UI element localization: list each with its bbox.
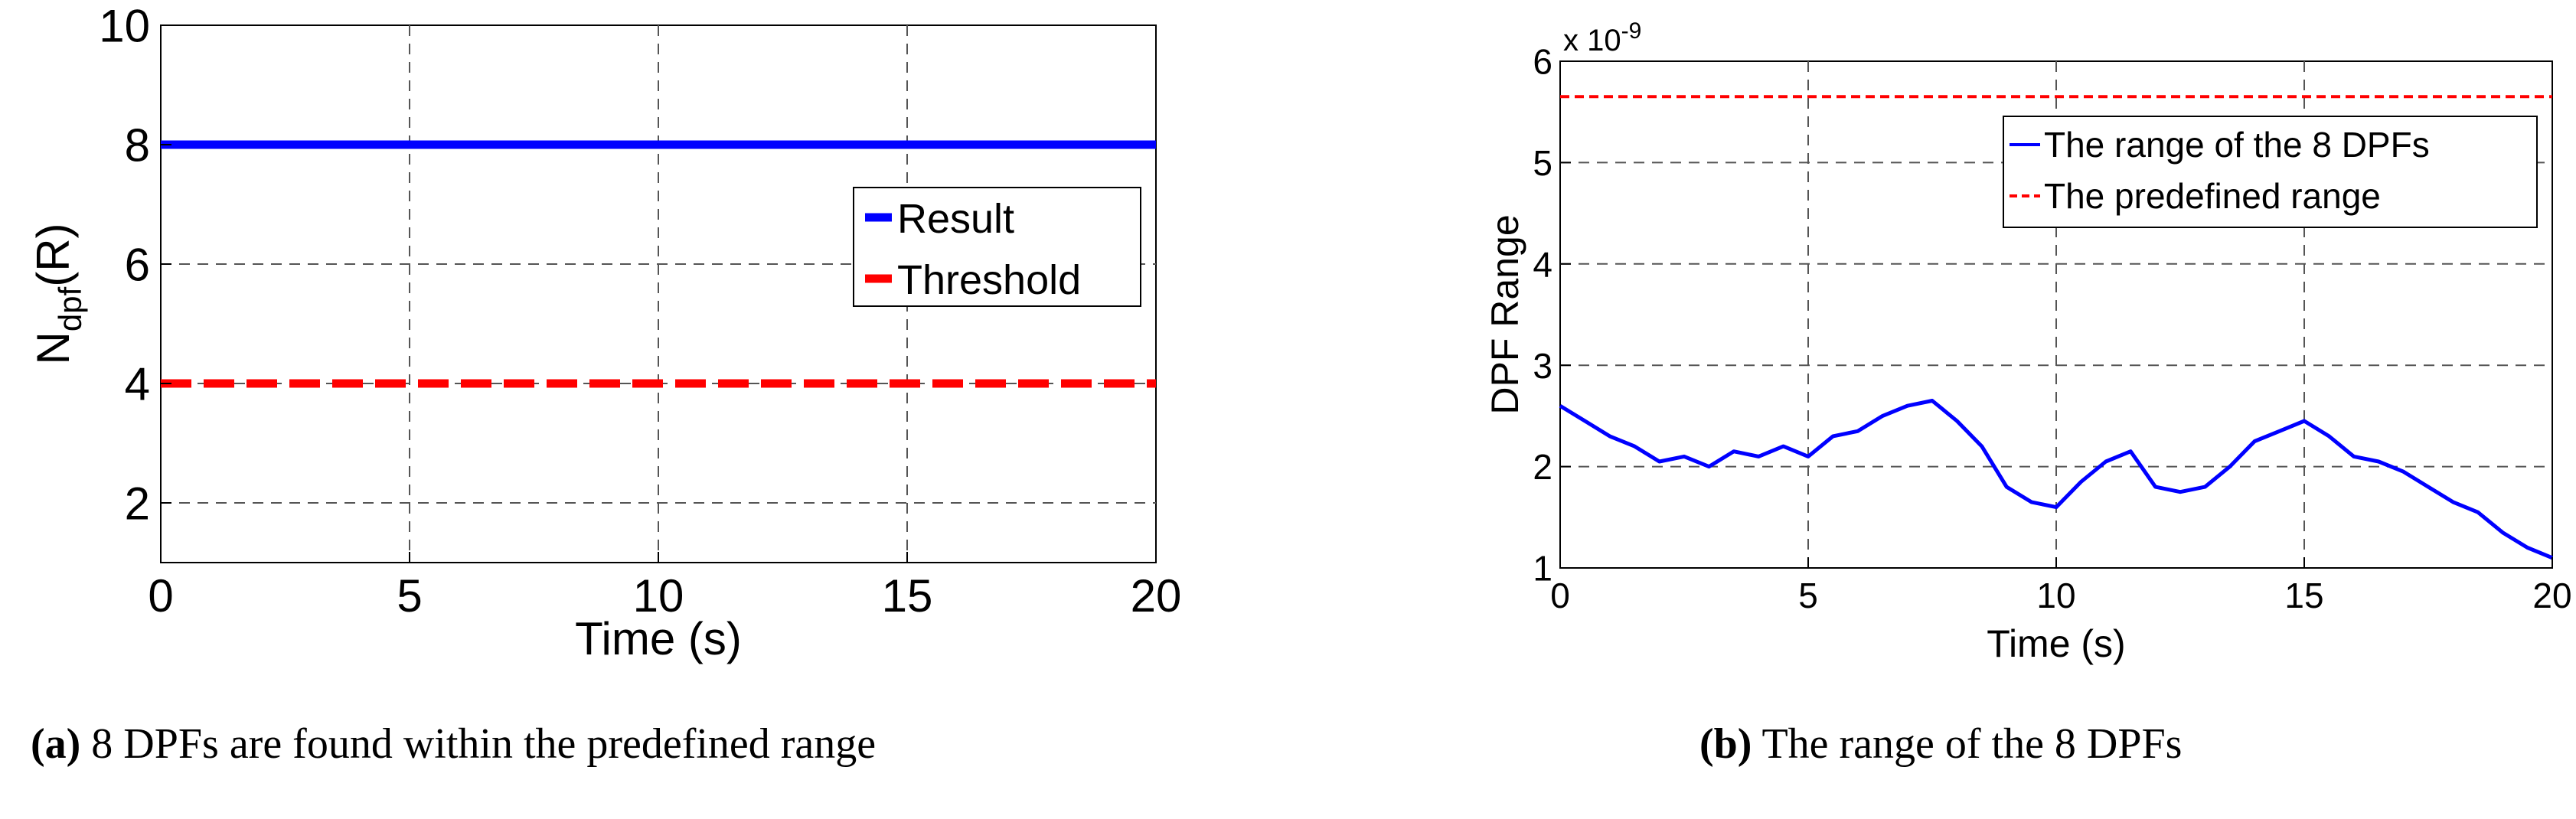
caption-b: (b) The range of the 8 DPFs bbox=[1699, 719, 2182, 781]
chart-b-exponent-power: -9 bbox=[1621, 18, 1642, 44]
chart-b-x-ticks: 0 5 10 15 20 bbox=[1550, 557, 2572, 615]
chart-b-legend-label-predefined: The predefined range bbox=[2044, 176, 2381, 216]
chart-a-y-axis-label: Ndpf(R) bbox=[28, 223, 88, 364]
chart-b-exponent: x 10-9 bbox=[1563, 18, 1641, 57]
b-x-tick-label: 0 bbox=[1550, 576, 1570, 615]
chart-b-y-axis-label: DPF Range bbox=[1484, 214, 1526, 414]
chart-a-legend-box bbox=[853, 187, 1141, 307]
chart-a-legend-label-result: Result bbox=[897, 196, 1014, 242]
caption-a: (a) 8 DPFs are found within the predefin… bbox=[31, 719, 876, 781]
a-x-tick-label: 10 bbox=[633, 570, 684, 622]
a-x-tick-label: 0 bbox=[148, 570, 173, 622]
b-y-tick-label: 5 bbox=[1533, 143, 1552, 183]
b-x-tick-label: 15 bbox=[2284, 576, 2323, 615]
chart-a: 0 5 10 15 20 2 4 6 8 10 Time (s) Ndpf(R) Result … bbox=[28, 1, 1181, 664]
chart-a-series bbox=[161, 140, 1156, 388]
chart-a-y-axis-label-tail: (R) bbox=[28, 223, 79, 286]
a-y-tick-label: 8 bbox=[125, 120, 150, 171]
b-x-tick-label: 20 bbox=[2532, 576, 2571, 615]
b-y-tick-label: 3 bbox=[1533, 346, 1552, 386]
a-x-tick-label: 20 bbox=[1131, 570, 1182, 622]
chart-a-x-ticks: 0 5 10 15 20 bbox=[148, 552, 1181, 622]
b-y-tick-label: 4 bbox=[1533, 244, 1552, 284]
a-y-tick-label: 4 bbox=[125, 359, 150, 410]
chart-b-legend: The range of the 8 DPFs The predefined r… bbox=[2003, 116, 2538, 228]
chart-a-legend-label-threshold: Threshold bbox=[897, 257, 1081, 303]
chart-b-exponent-base: x 10 bbox=[1563, 24, 1621, 57]
a-x-tick-label: 15 bbox=[882, 570, 933, 622]
chart-a-y-ticks: 2 4 6 8 10 bbox=[99, 1, 171, 530]
chart-a-y-axis-label-sub: dpf bbox=[52, 286, 88, 331]
caption-b-label: (b) bbox=[1699, 720, 1752, 768]
chart-b-x-axis-label: Time (s) bbox=[1987, 622, 2125, 665]
caption-a-text: 8 DPFs are found within the predefined r… bbox=[80, 720, 877, 768]
chart-a-legend: Result Threshold bbox=[853, 187, 1141, 307]
b-y-tick-label: 1 bbox=[1533, 549, 1552, 589]
chart-b-y-ticks: 1 2 3 4 5 6 bbox=[1533, 42, 1571, 589]
chart-a-y-axis-label-main: N bbox=[28, 331, 79, 364]
caption-b-text: The range of the 8 DPFs bbox=[1752, 720, 2183, 768]
chart-b-legend-label-range: The range of the 8 DPFs bbox=[2044, 125, 2430, 165]
a-y-tick-label: 6 bbox=[125, 240, 150, 291]
b-y-tick-label: 2 bbox=[1533, 447, 1552, 487]
chart-a-x-axis-label: Time (s) bbox=[575, 613, 742, 664]
a-y-tick-label: 10 bbox=[99, 1, 150, 52]
a-y-tick-label: 2 bbox=[125, 478, 150, 530]
chart-b: 0 5 10 15 20 1 2 3 4 5 6 x 10-9 Time (s) DPF Rang… bbox=[1484, 18, 2572, 665]
chart-b-legend-box bbox=[2003, 116, 2538, 228]
b-x-tick-label: 5 bbox=[1798, 576, 1818, 615]
chart-b-series bbox=[1559, 95, 2553, 560]
b-y-tick-label: 6 bbox=[1533, 42, 1552, 82]
b-series-the-range-of-the-8-dpfs bbox=[1559, 399, 2553, 560]
b-x-tick-label: 10 bbox=[2036, 576, 2075, 615]
caption-a-label: (a) bbox=[31, 720, 81, 768]
a-x-tick-label: 5 bbox=[397, 570, 422, 622]
